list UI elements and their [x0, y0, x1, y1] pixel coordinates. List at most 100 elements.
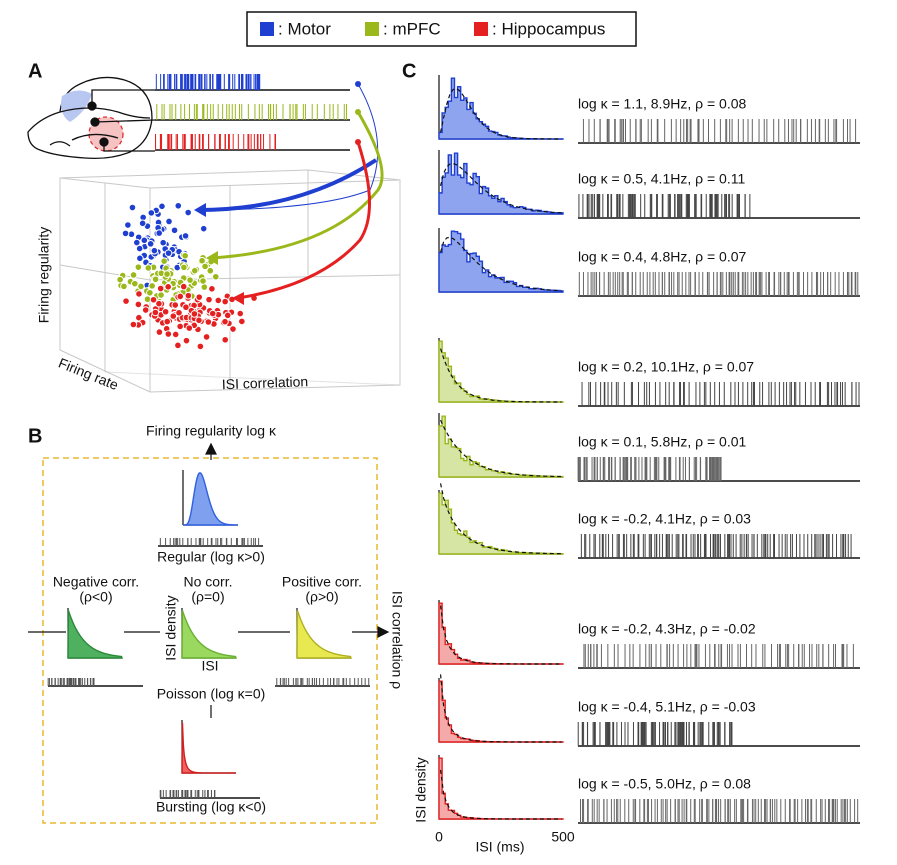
row-label: log κ = 1.1, 8.9Hz, ρ = 0.08	[578, 96, 747, 112]
point	[169, 312, 178, 320]
point	[148, 282, 156, 290]
caption: Poisson (log κ=0)	[157, 686, 266, 702]
panel-label: C	[402, 60, 416, 82]
point	[137, 282, 145, 291]
point	[170, 226, 179, 235]
arrows	[194, 81, 384, 305]
axis-label: ISI correlation	[222, 373, 309, 392]
caption: Bursting (log κ<0)	[156, 799, 266, 815]
panel-label: A	[28, 60, 42, 82]
row-label: log κ = 0.4, 4.8Hz, ρ = 0.07	[578, 249, 747, 265]
point	[236, 309, 245, 318]
point	[128, 203, 137, 212]
fit-curve	[439, 236, 562, 292]
point	[155, 328, 164, 336]
point	[122, 297, 130, 305]
point	[208, 309, 217, 318]
legend-box	[246, 11, 637, 47]
point	[164, 283, 172, 291]
brain	[27, 76, 156, 160]
point	[198, 256, 206, 265]
point	[208, 285, 216, 293]
point	[121, 229, 130, 238]
axes-arrows	[28, 442, 390, 718]
point	[146, 288, 154, 297]
point	[158, 202, 166, 211]
density	[296, 610, 352, 659]
density	[438, 680, 564, 743]
point	[129, 320, 138, 329]
fit-curve	[439, 674, 562, 743]
point	[196, 342, 205, 351]
row-label: log κ = 0.2, 10.1Hz, ρ = 0.07	[578, 359, 754, 375]
density	[181, 722, 236, 774]
panel-label: B	[28, 425, 42, 447]
point	[201, 262, 209, 271]
point	[164, 330, 173, 338]
scatter-box	[59, 169, 401, 393]
point	[181, 232, 190, 240]
density	[67, 610, 123, 659]
point	[135, 313, 143, 322]
point	[174, 341, 182, 350]
legend-swatch	[365, 22, 379, 36]
point	[135, 244, 144, 253]
point	[171, 330, 180, 339]
row-label: log κ = -0.2, 4.3Hz, ρ = -0.02	[578, 621, 756, 637]
tick-label: 0	[435, 829, 443, 845]
axis-label: ISI density	[413, 757, 429, 822]
point	[159, 238, 167, 247]
axis-label: Firing regularity	[36, 227, 52, 323]
tick-label: 500	[551, 829, 575, 845]
point	[124, 221, 132, 229]
fit-curve	[439, 87, 562, 140]
point	[134, 300, 143, 309]
caption: (ρ=0)	[191, 589, 224, 605]
point	[151, 308, 160, 317]
point	[190, 266, 199, 275]
point	[156, 284, 165, 293]
row-label: log κ = 0.5, 4.1Hz, ρ = 0.11	[578, 171, 745, 187]
density	[438, 602, 564, 665]
point	[214, 296, 223, 305]
density	[438, 757, 563, 820]
density	[438, 77, 564, 140]
point	[151, 275, 160, 284]
point	[165, 217, 173, 226]
legend-label: : Motor	[278, 19, 331, 38]
point	[195, 293, 203, 301]
axis-label: ISI density	[163, 595, 179, 660]
point	[174, 201, 183, 210]
point	[221, 335, 230, 344]
point	[181, 251, 189, 260]
point	[157, 291, 165, 299]
point	[164, 249, 173, 257]
density	[438, 492, 564, 555]
point	[223, 311, 232, 320]
density	[181, 610, 237, 659]
point	[155, 299, 163, 308]
point	[176, 322, 184, 331]
point	[149, 295, 158, 304]
point	[138, 219, 147, 228]
point	[199, 224, 208, 233]
point	[134, 263, 143, 271]
axis-label: Firing rate	[56, 355, 121, 394]
point	[179, 282, 188, 291]
fit-curve	[439, 348, 562, 403]
row-label: log κ = -0.4, 5.1Hz, ρ = -0.03	[578, 699, 756, 715]
point	[163, 270, 171, 278]
point	[129, 271, 138, 279]
dashed-frame	[42, 457, 378, 824]
point	[182, 303, 190, 312]
point	[238, 317, 246, 326]
point	[150, 246, 159, 255]
density	[438, 152, 564, 215]
point	[202, 333, 211, 341]
point	[161, 307, 170, 316]
point	[186, 276, 194, 284]
caption: (ρ<0)	[79, 589, 112, 605]
panel-c-rows: log κ = 1.1, 8.9Hz, ρ = 0.08 log κ = 0.5,…	[438, 75, 860, 824]
point	[184, 291, 193, 300]
